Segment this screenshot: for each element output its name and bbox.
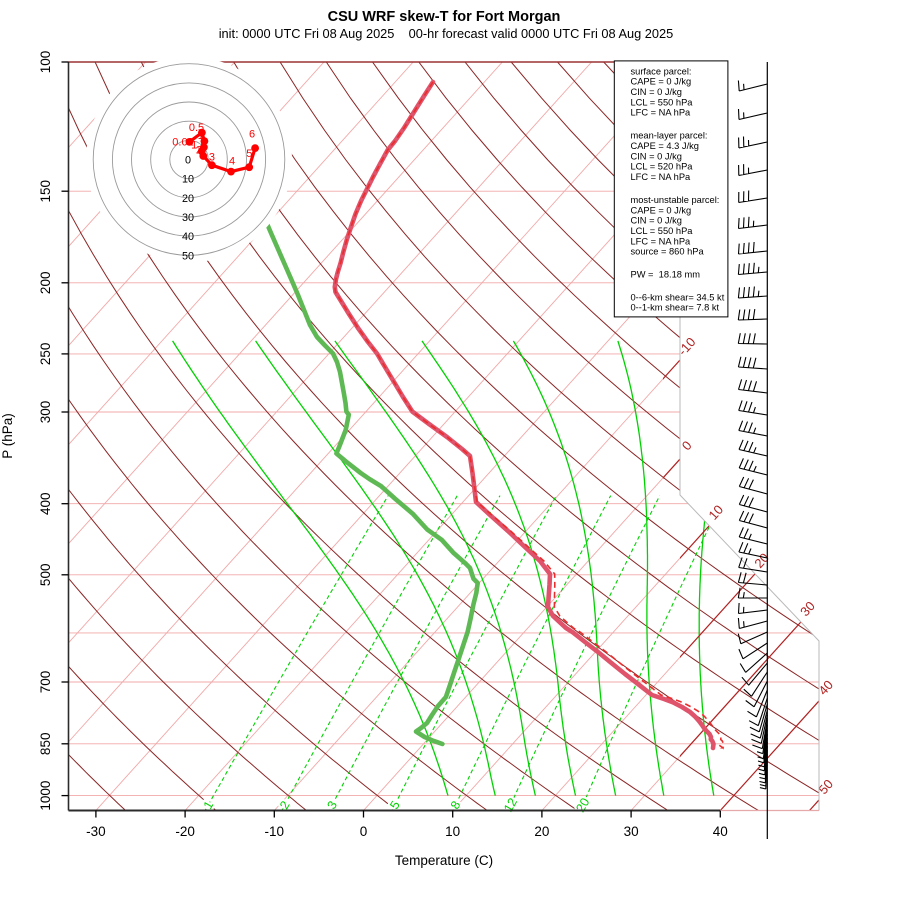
svg-text:0--6-km shear= 34.5 kt: 0--6-km shear= 34.5 kt xyxy=(631,292,725,302)
svg-text:3: 3 xyxy=(209,152,215,164)
svg-text:CAPE = 0 J/kg: CAPE = 0 J/kg xyxy=(631,77,692,87)
svg-text:CIN = 0 J/kg: CIN = 0 J/kg xyxy=(631,152,682,162)
svg-text:4: 4 xyxy=(229,156,235,168)
svg-text:LCL = 550 hPa: LCL = 550 hPa xyxy=(631,226,694,236)
svg-text:-20: -20 xyxy=(175,824,195,839)
svg-text:150: 150 xyxy=(38,180,53,203)
svg-text:CAPE = 0 J/kg: CAPE = 0 J/kg xyxy=(631,205,692,215)
svg-text:500: 500 xyxy=(38,564,53,587)
svg-text:-30: -30 xyxy=(86,824,106,839)
svg-text:30: 30 xyxy=(624,824,639,839)
svg-text:CAPE = 4.3 J/kg: CAPE = 4.3 J/kg xyxy=(631,141,699,151)
svg-text:30: 30 xyxy=(182,212,194,224)
svg-text:40: 40 xyxy=(713,824,728,839)
svg-text:100: 100 xyxy=(38,51,53,74)
svg-text:source = 860 hPa: source = 860 hPa xyxy=(631,247,705,257)
svg-text:20: 20 xyxy=(182,193,194,205)
svg-text:Temperature (C): Temperature (C) xyxy=(395,853,493,868)
svg-text:6: 6 xyxy=(249,129,255,141)
svg-text:LFC = NA hPa: LFC = NA hPa xyxy=(631,172,692,182)
svg-text:P (hPa): P (hPa) xyxy=(0,413,15,459)
svg-text:0: 0 xyxy=(185,155,191,167)
svg-text:0: 0 xyxy=(360,824,368,839)
svg-text:200: 200 xyxy=(38,272,53,295)
svg-text:mean-layer parcel:: mean-layer parcel: xyxy=(631,131,708,141)
svg-text:10: 10 xyxy=(445,824,460,839)
svg-text:250: 250 xyxy=(38,343,53,366)
svg-text:init: 0000 UTC Fri 08 Aug 2025: init: 0000 UTC Fri 08 Aug 2025 00-hr for… xyxy=(219,26,674,41)
svg-text:5: 5 xyxy=(246,148,252,160)
svg-text:LCL = 520 hPa: LCL = 520 hPa xyxy=(631,162,694,172)
svg-text:2: 2 xyxy=(196,144,202,156)
svg-text:850: 850 xyxy=(38,733,53,756)
svg-text:CSU WRF skew-T for Fort Morgan: CSU WRF skew-T for Fort Morgan xyxy=(328,9,561,25)
svg-text:700: 700 xyxy=(38,671,53,694)
svg-text:LCL = 550 hPa: LCL = 550 hPa xyxy=(631,97,694,107)
svg-text:most-unstable parcel:: most-unstable parcel: xyxy=(631,195,720,205)
svg-text:CIN = 0 J/kg: CIN = 0 J/kg xyxy=(631,87,682,97)
svg-text:40: 40 xyxy=(182,231,194,243)
svg-text:1000: 1000 xyxy=(38,781,53,811)
svg-text:10: 10 xyxy=(182,174,194,186)
svg-text:300: 300 xyxy=(38,401,53,424)
svg-text:0--1-km shear= 7.8 kt: 0--1-km shear= 7.8 kt xyxy=(631,303,720,313)
svg-text:CIN = 0 J/kg: CIN = 0 J/kg xyxy=(631,216,682,226)
svg-text:400: 400 xyxy=(38,492,53,515)
svg-text:20: 20 xyxy=(534,824,549,839)
svg-text:surface parcel:: surface parcel: xyxy=(631,66,692,76)
svg-text:LFC = NA hPa: LFC = NA hPa xyxy=(631,236,692,246)
svg-text:PW = 18.18 mm: PW = 18.18 mm xyxy=(631,270,701,280)
svg-text:LFC = NA hPa: LFC = NA hPa xyxy=(631,108,692,118)
svg-text:-10: -10 xyxy=(265,824,285,839)
svg-text:50: 50 xyxy=(182,250,194,262)
